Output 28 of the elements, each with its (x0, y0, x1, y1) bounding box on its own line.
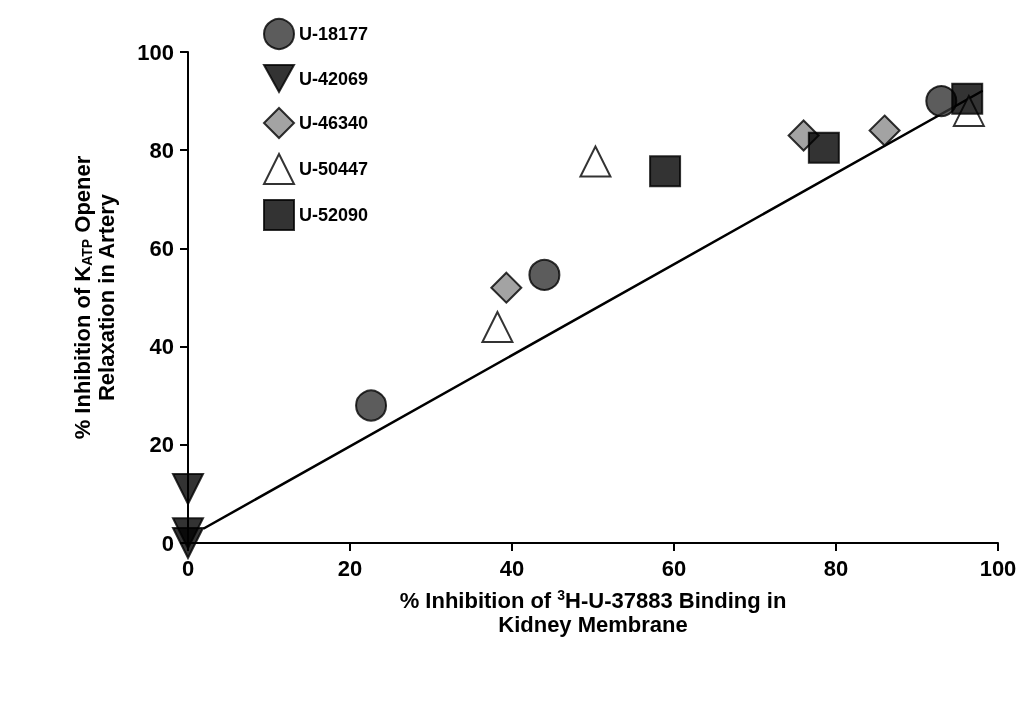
x-tick-label: 60 (661, 555, 687, 581)
point (490, 271, 523, 304)
y-tick-label: 100 (137, 39, 174, 65)
x-tick-label: 20 (337, 555, 363, 581)
legend-label: U-18177 (299, 24, 369, 44)
point (172, 527, 204, 559)
y-tick-label: 80 (149, 137, 174, 163)
point (807, 131, 840, 164)
x-tick-label: 80 (823, 555, 849, 581)
point (481, 310, 514, 343)
legend-label: U-42069 (299, 68, 369, 89)
y-tick-label: 20 (149, 432, 174, 458)
x-tick-label: 100 (979, 555, 1017, 581)
point (868, 114, 901, 147)
y-tick-label: 40 (149, 334, 174, 360)
point (579, 145, 612, 178)
point (172, 472, 204, 505)
point (951, 82, 984, 115)
x-tick-label: 40 (499, 555, 525, 581)
point (355, 389, 388, 422)
x-tick-label: 0 (181, 555, 195, 581)
legend-label: U-50447 (299, 159, 369, 179)
legend-label: U-52090 (299, 205, 369, 225)
y-tick-label: 0 (161, 530, 174, 556)
point (649, 155, 682, 188)
y-tick-label: 60 (149, 235, 174, 261)
point (528, 258, 561, 291)
legend-label: U-46340 (299, 113, 369, 133)
